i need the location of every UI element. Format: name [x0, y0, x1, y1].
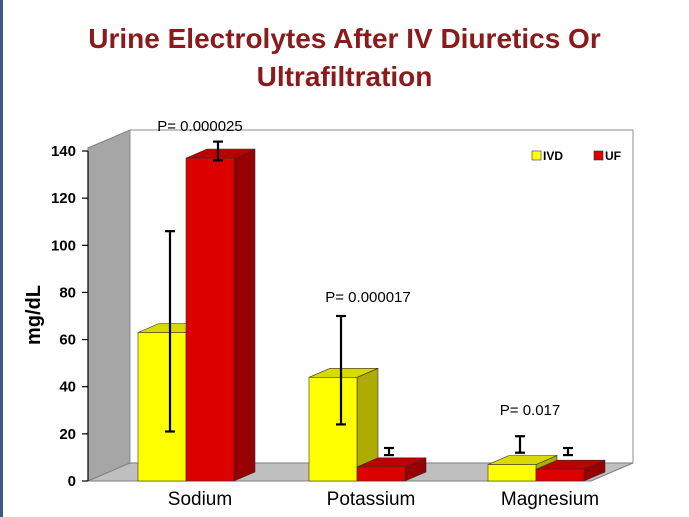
- error-bar-ivd-potassium: [336, 314, 346, 426]
- y-tick-label: 140: [51, 143, 76, 160]
- category-labels: Sodium Potassium Magnesium: [168, 489, 599, 510]
- error-bar-uf-sodium: [213, 140, 223, 162]
- y-axis: 0 20 40 60 80 100 120 140 mg/dL: [23, 143, 89, 490]
- x-category-label: Sodium: [168, 489, 232, 510]
- x-category-label: Magnesium: [501, 489, 599, 510]
- x-category-label: Potassium: [327, 489, 416, 510]
- p-value-annotation: P= 0.000017: [325, 289, 411, 306]
- legend-label-uf: UF: [605, 149, 621, 163]
- left-wall: [87, 129, 131, 482]
- chart-title-line-2: Ultrafiltration: [256, 61, 433, 92]
- chart-title: Urine Electrolytes After IV Diuretics Or…: [0, 20, 689, 96]
- error-bar-ivd-sodium: [165, 230, 175, 433]
- error-bars: [165, 140, 573, 457]
- bar-uf-magnesium: [535, 459, 606, 482]
- bar-ivd-magnesium-front: [487, 464, 537, 482]
- y-tick-label: 0: [68, 473, 76, 490]
- error-bar-uf-magnesium: [563, 446, 573, 457]
- bar-uf-sodium-front: [185, 157, 235, 482]
- annotations: P= 0.000025 P= 0.000017 P= 0.017: [157, 118, 560, 419]
- y-tick-label: 60: [59, 332, 76, 349]
- bar-uf-potassium: [356, 457, 427, 482]
- p-value-annotation: P= 0.017: [500, 402, 560, 419]
- legend-swatch-uf: [593, 150, 604, 161]
- y-tick-label: 100: [51, 237, 76, 254]
- bars: [137, 148, 606, 482]
- y-tick-label: 20: [59, 426, 76, 443]
- bar-ivd-sodium-front: [137, 332, 187, 482]
- bar-uf-sodium: [185, 148, 256, 482]
- y-tick-label: 40: [59, 379, 76, 396]
- slide-edge-rule: [0, 0, 3, 517]
- y-tick-label: 120: [51, 190, 76, 207]
- bar-uf-sodium-side: [233, 148, 256, 482]
- legend-label-ivd: IVD: [543, 149, 563, 163]
- y-tick-label: 80: [59, 284, 76, 301]
- legend: IVD UF: [531, 149, 621, 163]
- p-value-annotation: P= 0.000025: [157, 118, 243, 135]
- legend-swatch-ivd: [531, 150, 542, 161]
- bar-uf-magnesium-front: [535, 468, 585, 482]
- error-bar-uf-potassium: [384, 446, 394, 457]
- bar-ivd-potassium: [308, 367, 379, 482]
- chart-title-line-1: Urine Electrolytes After IV Diuretics Or: [88, 23, 601, 54]
- y-axis-title: mg/dL: [23, 285, 45, 345]
- bar-ivd-potassium-front: [308, 376, 358, 482]
- error-bar-ivd-magnesium: [515, 435, 525, 454]
- bar-uf-potassium-front: [356, 466, 406, 482]
